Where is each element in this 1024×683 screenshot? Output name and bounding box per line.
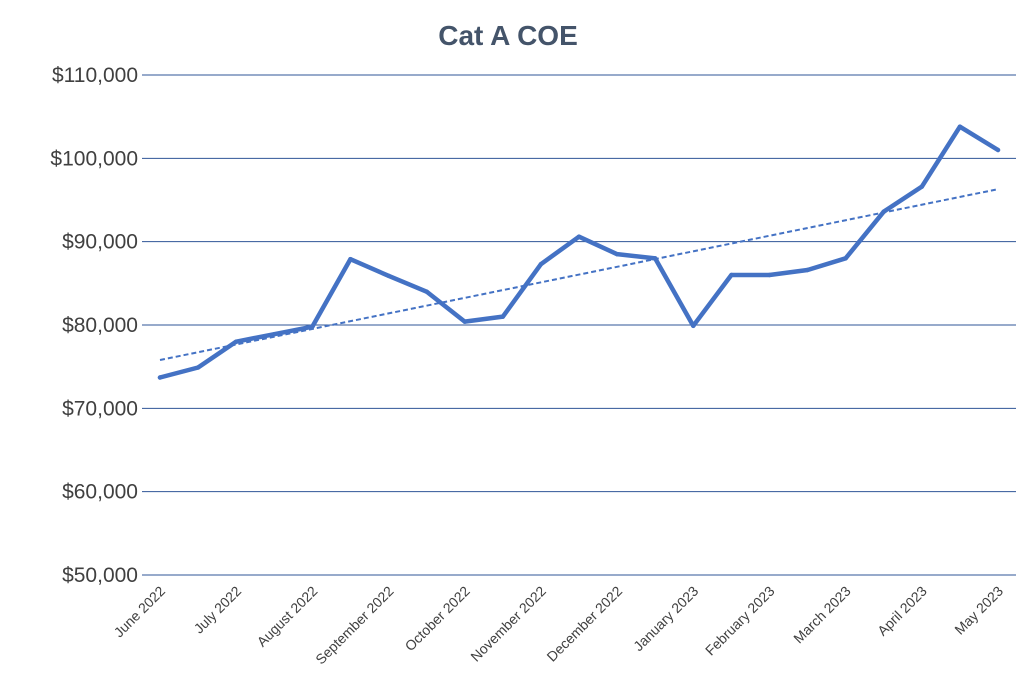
data-point xyxy=(881,209,886,214)
x-tick-label: April 2023 xyxy=(874,583,930,639)
x-tick-label: August 2022 xyxy=(254,583,321,650)
series-layer xyxy=(157,124,1001,380)
data-point xyxy=(272,331,277,337)
x-tick-label: January 2023 xyxy=(630,583,701,654)
data-point xyxy=(462,319,467,324)
trendline xyxy=(159,188,999,361)
y-tick-label: $110,000 xyxy=(52,64,138,87)
data-point xyxy=(348,256,353,262)
x-tick-label: July 2022 xyxy=(191,583,245,637)
y-axis-tick-labels: $50,000 $60,000 $70,000 $80,000 $90,000 $100,… xyxy=(50,64,138,587)
y-tick-label: $70,000 xyxy=(62,397,138,420)
data-point xyxy=(995,147,1001,153)
x-tick-label: December 2022 xyxy=(543,583,625,665)
chart-title: Cat A COE xyxy=(438,20,578,51)
x-tick-label: June 2022 xyxy=(111,583,169,641)
trendline-layer xyxy=(159,188,999,361)
gridlines xyxy=(142,74,1016,576)
x-tick-label: March 2023 xyxy=(790,583,854,647)
data-point xyxy=(919,184,925,189)
data-point xyxy=(805,267,810,273)
data-point xyxy=(767,272,772,278)
data-point xyxy=(691,323,696,329)
y-tick-label: $80,000 xyxy=(62,314,138,337)
data-point xyxy=(386,273,391,279)
data-point xyxy=(233,339,239,344)
y-tick-label: $50,000 xyxy=(62,564,138,587)
x-tick-label: February 2023 xyxy=(702,583,778,659)
data-point xyxy=(576,234,582,239)
data-point xyxy=(310,324,315,329)
series-line xyxy=(157,124,1001,380)
y-tick-label: $90,000 xyxy=(62,231,138,254)
data-point xyxy=(157,375,163,380)
data-point xyxy=(538,261,544,267)
data-point xyxy=(614,251,620,257)
data-point xyxy=(195,365,201,370)
data-point xyxy=(424,289,429,294)
data-point xyxy=(843,256,848,261)
x-tick-label: October 2022 xyxy=(402,583,473,654)
data-point xyxy=(729,272,734,278)
data-point xyxy=(652,256,658,261)
y-tick-label: $60,000 xyxy=(62,481,138,504)
data-point xyxy=(957,124,963,129)
x-tick-label: May 2023 xyxy=(951,583,1006,638)
x-tick-label: September 2022 xyxy=(312,583,397,668)
x-tick-label: November 2022 xyxy=(467,583,549,665)
y-tick-label: $100,000 xyxy=(50,147,138,170)
data-point xyxy=(500,314,506,319)
